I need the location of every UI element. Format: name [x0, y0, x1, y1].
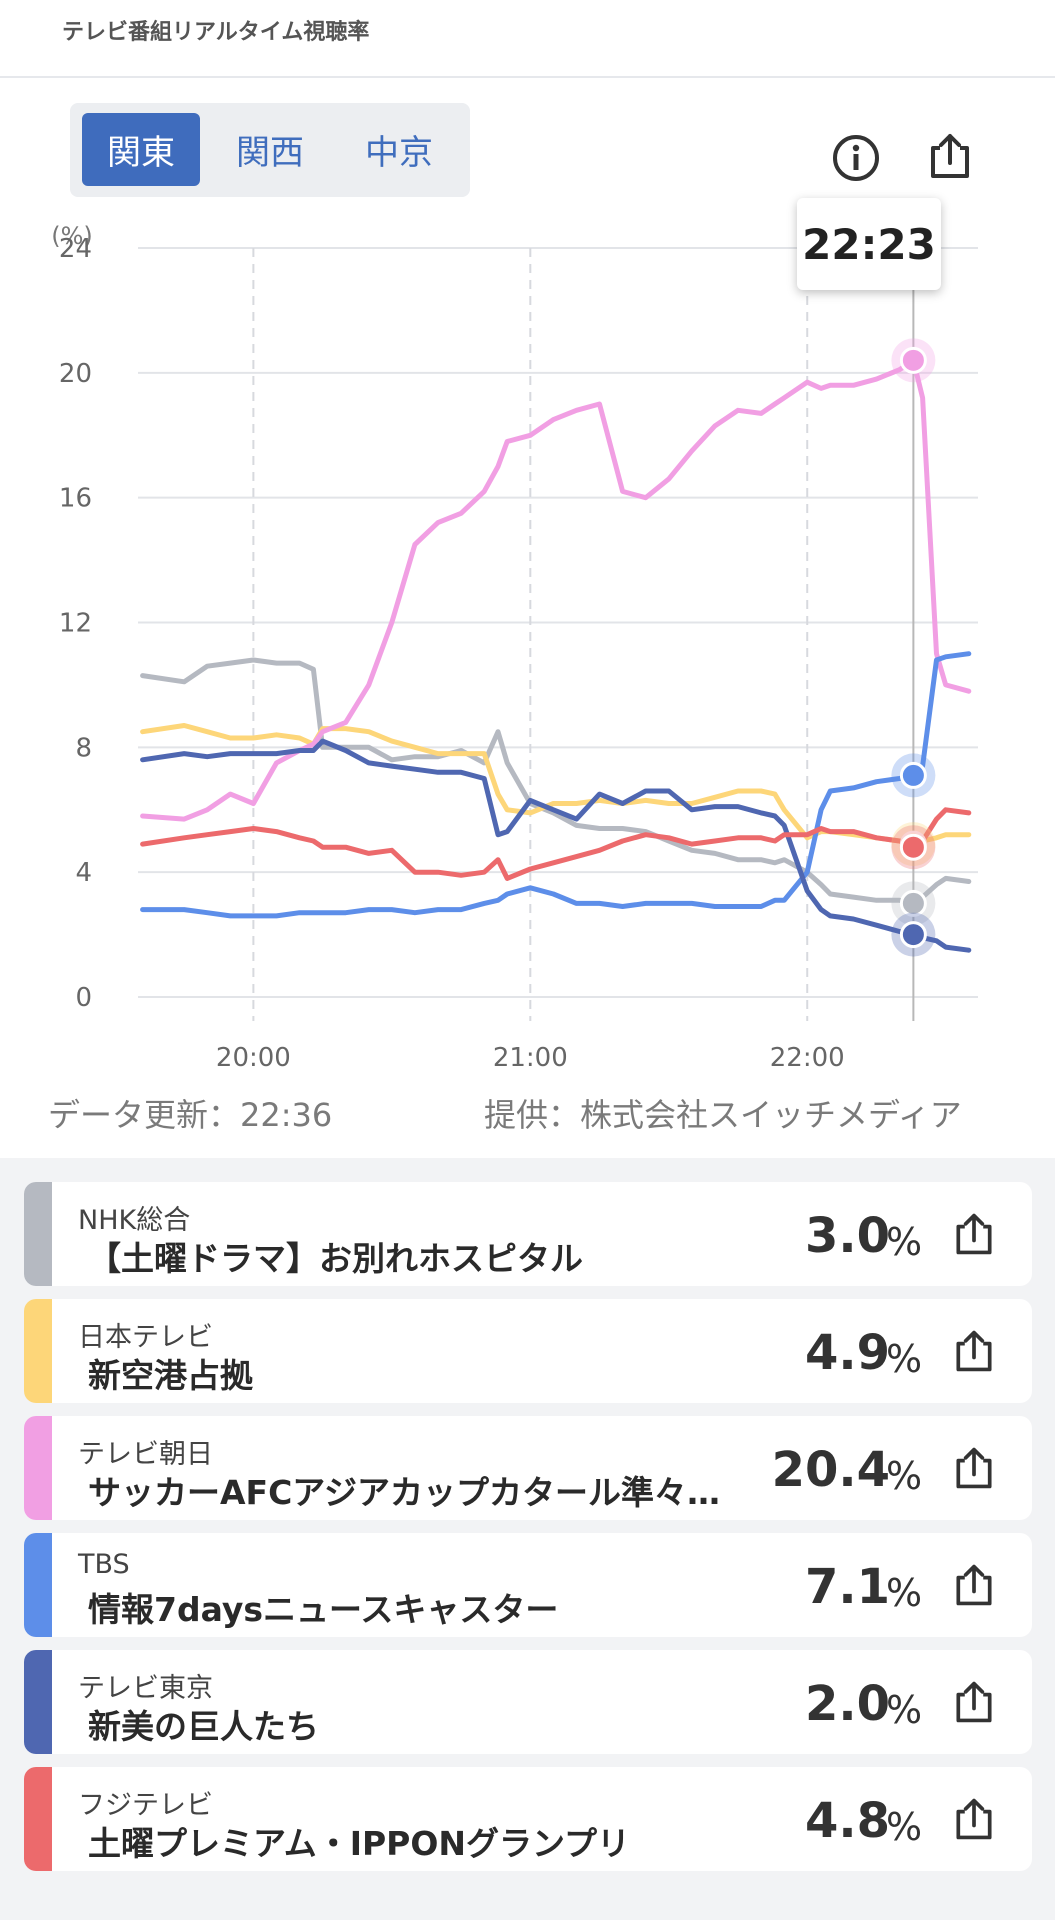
rating-value: 3.0 — [804, 1208, 890, 1264]
rating-value: 2.0 — [804, 1676, 890, 1732]
channel-color-strip — [24, 1416, 52, 1520]
provider-text: 提供：株式会社スイッチメディア — [484, 1096, 962, 1134]
program-card[interactable]: 日本テレビ 新空港占拠 4.9% — [24, 1299, 1032, 1403]
y-axis-unit: (%) — [51, 222, 93, 250]
program-title: 【土曜ドラマ】お別れホスピタル — [88, 1239, 583, 1278]
rating-unit: % — [886, 1571, 923, 1615]
channel-name: フジテレビ — [78, 1790, 213, 1821]
series-line — [140, 738, 972, 953]
channel-color-strip — [24, 1533, 52, 1637]
data-updated-text: データ更新：22:36 — [48, 1096, 333, 1134]
rating-unit: % — [886, 1454, 923, 1498]
y-tick-label: 20 — [59, 359, 92, 389]
share-icon[interactable] — [950, 1325, 998, 1377]
channel-color-strip — [24, 1182, 52, 1286]
channel-name: テレビ東京 — [78, 1673, 213, 1704]
rating-unit: % — [886, 1337, 923, 1381]
x-tick-label: 20:00 — [216, 1043, 291, 1073]
channel-name: テレビ朝日 — [78, 1439, 213, 1470]
program-card[interactable]: テレビ東京 新美の巨人たち 2.0% — [24, 1650, 1032, 1754]
y-tick-label: 4 — [75, 858, 92, 888]
channel-name: 日本テレビ — [78, 1322, 213, 1353]
channel-name: TBS — [78, 1549, 130, 1580]
share-icon[interactable] — [950, 1442, 998, 1494]
cursor-marker — [899, 346, 927, 374]
y-tick-label: 24 — [59, 234, 92, 264]
y-tick-label: 12 — [59, 609, 92, 639]
rating-value: 4.9 — [804, 1325, 890, 1381]
rating-value: 20.4 — [771, 1442, 890, 1498]
x-tick-label: 21:00 — [493, 1043, 568, 1073]
cursor-marker — [899, 833, 927, 861]
time-tooltip: 22:23 — [797, 198, 941, 290]
program-card[interactable]: フジテレビ 土曜プレミアム・IPPONグランプリ 4.8% — [24, 1767, 1032, 1871]
y-tick-label: 0 — [75, 983, 92, 1013]
region-tab-kanto[interactable]: 関東 — [82, 113, 200, 186]
region-selector: 関東 関西 中京 — [70, 103, 470, 197]
info-icon[interactable] — [830, 132, 882, 184]
cursor-marker — [899, 921, 927, 949]
share-icon[interactable] — [924, 130, 976, 182]
share-icon[interactable] — [950, 1559, 998, 1611]
channel-color-strip — [24, 1299, 52, 1403]
channel-color-strip — [24, 1650, 52, 1754]
series-line — [140, 657, 972, 906]
y-tick-label: 8 — [75, 733, 92, 763]
program-title: 新空港占拠 — [88, 1356, 253, 1395]
channel-name: NHK総合 — [78, 1205, 191, 1236]
share-icon[interactable] — [950, 1208, 998, 1260]
header-divider — [0, 76, 1055, 78]
channel-color-strip — [24, 1767, 52, 1871]
region-tab-kansai[interactable]: 関西 — [236, 133, 304, 173]
program-card[interactable]: テレビ朝日 サッカーAFCアジアカップカタール準々… 20.4% — [24, 1416, 1032, 1520]
rating-unit: % — [886, 1805, 923, 1849]
series-line — [140, 357, 972, 822]
program-title: 情報7daysニュースキャスター — [88, 1590, 559, 1629]
rating-value: 4.8 — [804, 1793, 890, 1849]
series-line — [140, 807, 972, 881]
share-icon[interactable] — [950, 1793, 998, 1845]
program-card[interactable]: TBS 情報7daysニュースキャスター 7.1% — [24, 1533, 1032, 1637]
cursor-marker — [899, 761, 927, 789]
series-line — [140, 651, 972, 919]
region-tab-chukyo[interactable]: 中京 — [365, 133, 433, 173]
y-tick-label: 16 — [59, 484, 92, 514]
x-tick-label: 22:00 — [770, 1043, 845, 1073]
rating-value: 7.1 — [804, 1559, 890, 1615]
share-icon[interactable] — [950, 1676, 998, 1728]
program-card[interactable]: NHK総合 【土曜ドラマ】お別れホスピタル 3.0% — [24, 1182, 1032, 1286]
program-title: 土曜プレミアム・IPPONグランプリ — [88, 1824, 631, 1863]
program-title: 新美の巨人たち — [88, 1707, 319, 1746]
cursor-marker — [899, 889, 927, 917]
rating-unit: % — [886, 1220, 923, 1264]
program-title: サッカーAFCアジアカップカタール準々… — [88, 1473, 720, 1512]
app-title: テレビ番組リアルタイム視聴率 — [62, 20, 370, 45]
rating-unit: % — [886, 1688, 923, 1732]
ratings-line-chart[interactable]: (%) 0 4 8 12 16 20 24 20:00 21:00 22:00 — [0, 200, 1055, 1080]
